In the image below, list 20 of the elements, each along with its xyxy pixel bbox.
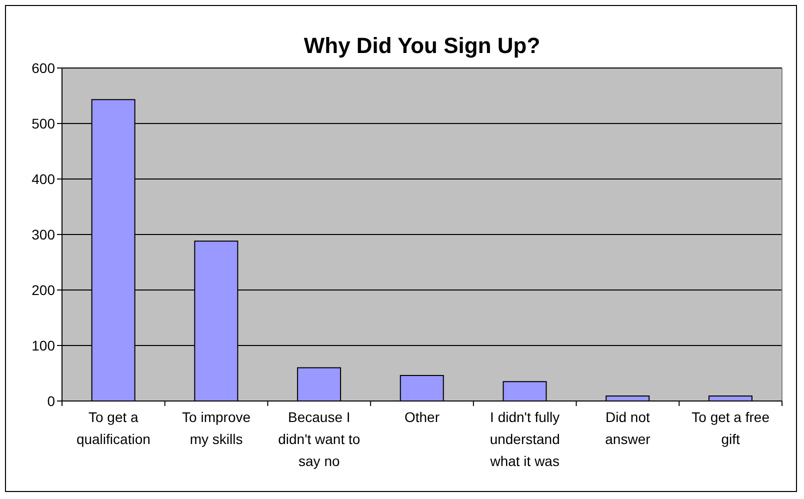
bar [297,367,342,401]
x-tick-label: To improve my skills [182,408,251,447]
x-tick-label: To get a free gift [692,408,770,447]
y-tick-label: 300 [32,226,56,242]
x-tick-label: I didn't fully understand what it was [489,408,560,469]
x-tick-label: Did not answer [605,408,651,447]
y-tick-label: 400 [32,170,56,187]
y-tick-label: 0 [47,392,56,409]
x-tick-label: To get a qualification [76,408,150,447]
chart-title: Why Did You Sign Up? [302,33,542,59]
x-tick-label: Because I didn't want to say no [278,408,360,469]
bar [502,381,547,401]
y-tick-label: 600 [32,60,56,76]
y-tick-label: 100 [32,337,56,354]
bar [708,396,752,401]
y-tick-label: 200 [32,282,56,298]
bar [400,374,444,401]
x-tick-label: Other [404,408,440,425]
y-tick-label: 500 [32,115,56,132]
bar [606,396,650,401]
